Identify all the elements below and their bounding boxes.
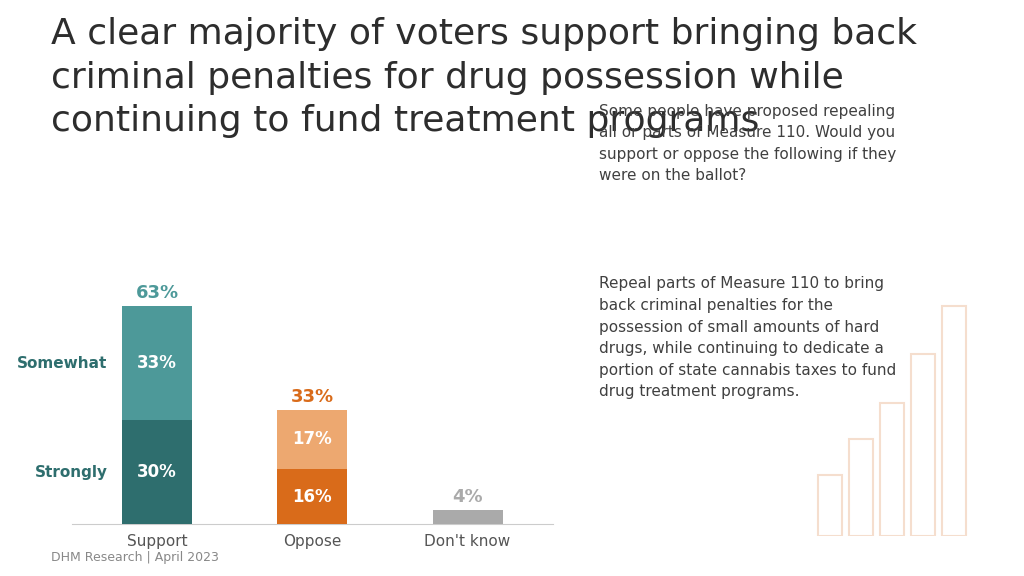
Text: Somewhat: Somewhat xyxy=(17,356,108,371)
Text: 17%: 17% xyxy=(293,430,332,449)
Text: A clear majority of voters support bringing back
criminal penalties for drug pos: A clear majority of voters support bring… xyxy=(51,17,918,138)
Text: 30%: 30% xyxy=(137,463,177,482)
Bar xyxy=(278,410,347,469)
Bar xyxy=(817,475,842,536)
Bar xyxy=(880,403,903,536)
Text: Strongly: Strongly xyxy=(35,465,108,480)
Bar xyxy=(433,510,503,524)
Text: 63%: 63% xyxy=(135,285,178,302)
Text: Repeal parts of Measure 110 to bring
back criminal penalties for the
possession : Repeal parts of Measure 110 to bring bac… xyxy=(599,276,896,400)
Bar xyxy=(910,354,935,536)
Bar xyxy=(122,306,193,420)
Text: Some people have proposed repealing
all or parts of Measure 110. Would you
suppo: Some people have proposed repealing all … xyxy=(599,104,896,184)
Bar xyxy=(122,420,193,524)
Text: DHM Research | April 2023: DHM Research | April 2023 xyxy=(51,551,219,564)
Bar xyxy=(941,306,966,536)
Bar xyxy=(278,469,347,524)
Text: 33%: 33% xyxy=(291,388,334,406)
Text: 4%: 4% xyxy=(453,488,483,506)
Text: 33%: 33% xyxy=(137,354,177,373)
Text: 16%: 16% xyxy=(293,487,332,506)
Bar xyxy=(849,439,872,536)
